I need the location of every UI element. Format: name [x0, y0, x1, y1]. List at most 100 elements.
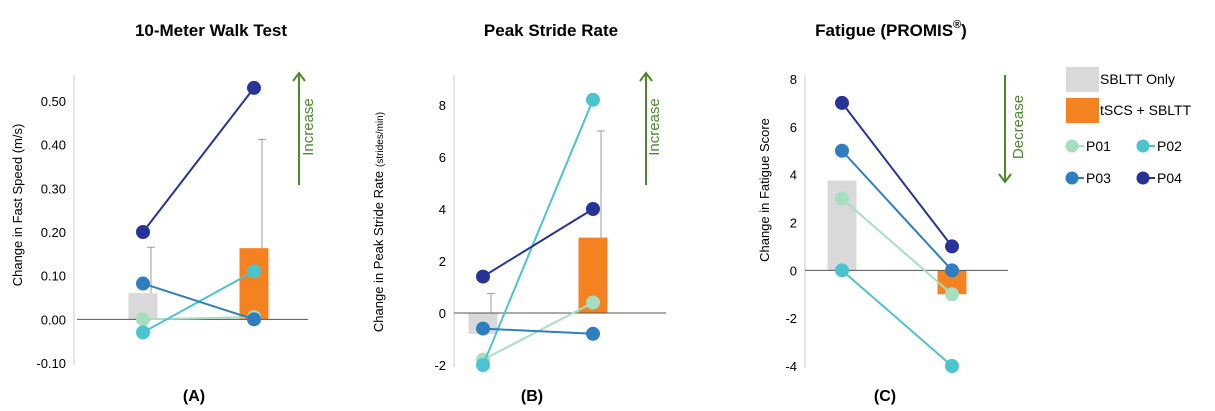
participant-point — [835, 263, 849, 278]
participant-P01 — [835, 191, 959, 302]
y-tick-label: -0.10 — [36, 356, 66, 371]
error-bar-tscs_sbltt — [597, 130, 605, 238]
participant-P02 — [835, 263, 959, 373]
participant-line — [841, 102, 953, 248]
panel-2: Peak Stride Rate (B) Change in Peak Stride… — [371, 21, 666, 405]
direction-arrow-head — [639, 71, 653, 82]
chart-title-text: 10-Meter Walk Test — [135, 21, 287, 40]
chart-title: Peak Stride Rate — [484, 21, 618, 40]
participant-line — [142, 316, 255, 321]
legend-label: P02 — [1157, 138, 1182, 154]
participant-point — [247, 312, 261, 327]
participant-line — [142, 282, 255, 321]
legend-item-P03: P03 — [1065, 170, 1111, 186]
y-tick-label: -2 — [785, 311, 797, 326]
legend-label: tSCS + SBLTT — [1100, 102, 1192, 118]
participant-point — [476, 358, 490, 372]
panel-label: (A) — [183, 388, 205, 405]
panel-label: (C) — [874, 388, 896, 405]
participant-line — [482, 208, 594, 278]
participant-line — [482, 327, 594, 335]
participant-point — [476, 269, 490, 284]
participant-point — [586, 202, 600, 216]
y-axis-label-unit: (strides/min) — [375, 112, 386, 167]
direction-indicator: Decrease — [998, 75, 1027, 184]
direction-indicator: Increase — [292, 71, 317, 185]
legend-swatch — [1066, 67, 1099, 92]
participant-P03 — [136, 276, 261, 327]
panel-3: Fatigue (PROMIS®) (C) Change in Fatigue Sc… — [757, 19, 1027, 405]
direction-indicator: Increase — [639, 71, 663, 185]
chart-title-text: Fatigue (PROMIS — [815, 21, 953, 40]
chart-title-text: Peak Stride Rate — [484, 21, 618, 40]
legend-marker — [1065, 139, 1079, 153]
y-axis-label-text: Change in Peak Stride Rate — [371, 171, 386, 332]
error-bar-sbltt_only — [487, 293, 495, 313]
legend-marker — [1136, 139, 1150, 153]
y-tick-label: -2 — [434, 358, 446, 373]
y-tick-label: 0.50 — [41, 94, 66, 109]
y-axis-label: Change in Fast Speed (m/s) — [10, 124, 25, 287]
legend-label: P01 — [1086, 138, 1111, 154]
participant-line — [841, 269, 953, 367]
panel-1: 10-Meter Walk Test (A) Change in Fast Spee… — [10, 21, 317, 405]
participant-point — [586, 92, 600, 107]
participant-P03 — [476, 321, 600, 341]
legend-label: P03 — [1086, 170, 1111, 186]
participant-point — [136, 276, 150, 291]
participant-line — [841, 197, 953, 296]
y-axis-label-text: Change in Fatigue Score — [757, 118, 772, 262]
y-tick-label: 2 — [439, 254, 446, 269]
y-axis-label-text: Change in Fast Speed (m/s) — [10, 124, 25, 287]
participant-point — [835, 95, 849, 110]
legend-swatch — [1066, 98, 1099, 123]
y-tick-label: 0.30 — [41, 181, 66, 196]
y-tick-label: 0 — [790, 263, 797, 278]
participant-point — [945, 359, 959, 373]
legend-item-sbltt_only: SBLTT Only — [1066, 67, 1175, 92]
y-axis-label: Change in Peak Stride Rate (strides/min) — [371, 112, 386, 332]
legend-marker — [1065, 171, 1079, 185]
y-tick-label: 8 — [790, 72, 797, 87]
y-tick-label: 0.20 — [41, 225, 66, 240]
y-tick-label: 8 — [439, 98, 446, 113]
legend-item-P01: P01 — [1065, 138, 1111, 154]
bar-tscs_sbltt — [239, 248, 269, 320]
legend-marker — [1136, 171, 1150, 185]
legend-label: P04 — [1157, 170, 1182, 186]
chart-title-tail: ) — [961, 21, 967, 40]
participant-P02 — [476, 92, 600, 372]
participant-P03 — [835, 143, 959, 278]
participant-point — [945, 263, 959, 278]
legend-item-P04: P04 — [1136, 170, 1182, 186]
legend-item-P02: P02 — [1136, 138, 1182, 154]
participant-point — [136, 225, 150, 239]
participant-line — [841, 150, 953, 272]
direction-arrow-head — [292, 71, 306, 82]
y-tick-label: 4 — [790, 168, 797, 183]
y-axis-label: Change in Fatigue Score — [757, 118, 772, 262]
participant-line — [142, 87, 255, 233]
participant-point — [945, 287, 959, 302]
participant-point — [476, 321, 490, 336]
participant-point — [247, 80, 261, 95]
participant-P04 — [476, 202, 600, 284]
y-tick-label: 0 — [439, 306, 446, 321]
participant-point — [136, 325, 150, 340]
participant-point — [835, 143, 849, 158]
y-tick-label: 0.00 — [41, 312, 66, 327]
direction-label: Increase — [646, 98, 663, 156]
legend-item-tscs_sbltt: tSCS + SBLTT — [1066, 98, 1192, 123]
participant-P04 — [835, 95, 959, 254]
y-tick-label: 6 — [790, 120, 797, 135]
participant-point — [586, 295, 600, 310]
y-tick-label: 0.10 — [41, 269, 66, 284]
chart-title: 10-Meter Walk Test — [135, 21, 287, 40]
error-bar-tscs_sbltt — [258, 138, 266, 249]
participant-line — [482, 99, 594, 366]
panel-label: (B) — [521, 388, 543, 405]
participant-point — [247, 264, 261, 279]
chart-title-superscript: ® — [953, 19, 961, 31]
y-tick-label: 6 — [439, 150, 446, 165]
participant-point — [945, 239, 959, 254]
